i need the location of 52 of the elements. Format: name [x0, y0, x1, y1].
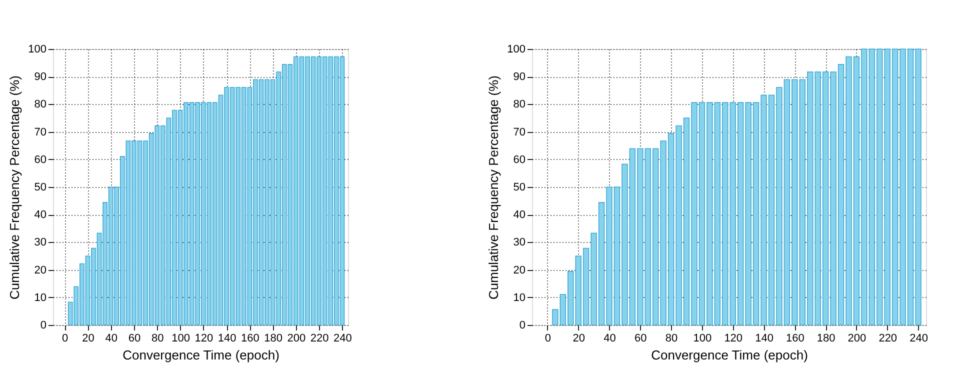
- x-tick-label: 20: [572, 332, 585, 344]
- x-tick-label: 240: [910, 332, 928, 344]
- y-tick-label: 90: [34, 71, 46, 84]
- y-tick-label: 40: [34, 209, 46, 222]
- x-tick-label: 120: [724, 332, 743, 344]
- y-tick-label: 10: [513, 292, 526, 304]
- x-tick-label: 140: [218, 332, 236, 344]
- x-tick-label: 240: [334, 332, 352, 344]
- y-tick-label: 100: [28, 44, 46, 56]
- x-tick-label: 40: [604, 332, 616, 344]
- x-tick-label: 220: [310, 332, 329, 344]
- x-tick-label: 20: [82, 332, 94, 344]
- y-tick-label: 30: [34, 236, 46, 249]
- x-tick-label: 40: [105, 332, 118, 344]
- x-tick-label: 0: [544, 332, 552, 344]
- x-tick-label: 0: [62, 332, 68, 344]
- x-tick-label: 80: [151, 332, 164, 344]
- x-tick-label: 60: [128, 332, 141, 344]
- x-tick-label: 200: [287, 332, 306, 344]
- x-tick-label: 100: [693, 332, 712, 344]
- y-tick-label: 20: [513, 264, 526, 276]
- x-tick-label: 160: [240, 332, 260, 344]
- x-tick-label: 120: [194, 332, 214, 344]
- y-tick-label: 80: [513, 98, 526, 111]
- y-tick-label: 60: [513, 154, 526, 166]
- y-tick-label: 40: [513, 209, 526, 222]
- y-tick-label: 50: [513, 182, 526, 194]
- y-axis-title: Cumulative Frequency Percentage (%): [7, 76, 22, 300]
- x-axis-title: Convergence Time (epoch): [651, 348, 808, 362]
- y-tick-label: 30: [513, 236, 526, 249]
- x-tick-label: 180: [816, 332, 836, 344]
- y-tick-label: 10: [34, 292, 46, 304]
- x-tick-label: 100: [172, 332, 190, 344]
- x-tick-label: 160: [786, 332, 804, 344]
- y-tick-label: 0: [40, 320, 46, 332]
- y-tick-label: 90: [513, 71, 526, 84]
- x-tick-label: 200: [848, 332, 866, 344]
- y-axis-title: Cumulative Frequency Percentage (%): [486, 76, 502, 300]
- x-tick-label: 140: [755, 332, 774, 344]
- x-tick-label: 60: [634, 332, 647, 344]
- y-tick-label: 80: [34, 98, 46, 111]
- x-tick-label: 220: [878, 332, 898, 344]
- y-tick-label: 20: [34, 264, 46, 276]
- y-tick-label: 60: [34, 154, 46, 166]
- x-axis-title: Convergence Time (epoch): [122, 348, 280, 362]
- y-tick-label: 50: [34, 182, 46, 194]
- y-tick-label: 0: [519, 320, 526, 332]
- x-tick-label: 180: [264, 332, 282, 344]
- y-tick-label: 70: [513, 126, 526, 138]
- y-tick-label: 70: [34, 126, 46, 138]
- y-tick-label: 100: [507, 44, 526, 56]
- x-tick-label: 80: [665, 332, 678, 344]
